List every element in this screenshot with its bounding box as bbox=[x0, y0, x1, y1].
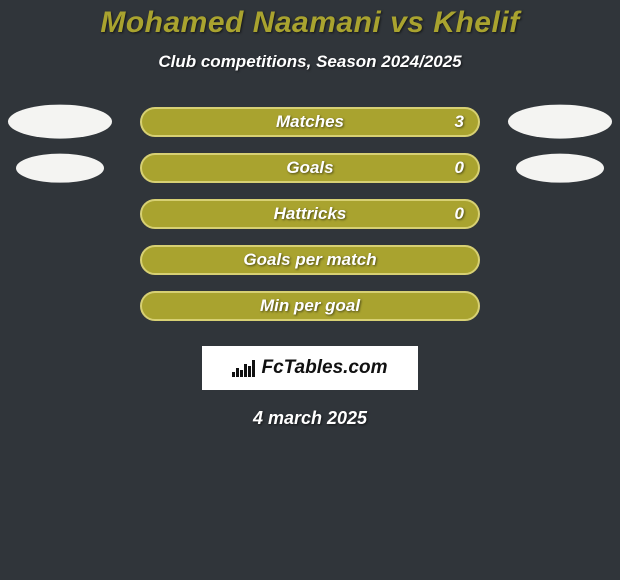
stat-bar: Goals 0 bbox=[140, 153, 480, 183]
date-label: 4 march 2025 bbox=[0, 408, 620, 429]
stat-bar: Hattricks 0 bbox=[140, 199, 480, 229]
stat-value: 0 bbox=[455, 204, 464, 224]
player-right-oval bbox=[516, 154, 604, 183]
player-right-oval bbox=[508, 105, 612, 139]
player-left-oval bbox=[8, 105, 112, 139]
logo-text: FcTables.com bbox=[261, 357, 387, 379]
stat-rows: Matches 3 Goals 0 Hattricks 0 Goals per match M… bbox=[0, 102, 620, 332]
page-title: Mohamed Naamani vs Khelif bbox=[0, 0, 620, 40]
bar-chart-icon bbox=[232, 359, 255, 377]
stat-label: Matches bbox=[276, 112, 344, 132]
stat-value: 3 bbox=[455, 112, 464, 132]
stat-bar: Goals per match bbox=[140, 245, 480, 275]
stat-label: Hattricks bbox=[274, 204, 347, 224]
player-left-oval bbox=[16, 154, 104, 183]
stat-label: Goals bbox=[286, 158, 333, 178]
stat-row: Matches 3 bbox=[0, 102, 620, 148]
stat-bar: Min per goal bbox=[140, 291, 480, 321]
stat-value: 0 bbox=[455, 158, 464, 178]
stat-bar: Matches 3 bbox=[140, 107, 480, 137]
stat-label: Min per goal bbox=[260, 296, 360, 316]
page-subtitle: Club competitions, Season 2024/2025 bbox=[0, 52, 620, 72]
comparison-infographic: Mohamed Naamani vs Khelif Club competiti… bbox=[0, 0, 620, 580]
stat-row: Goals 0 bbox=[0, 148, 620, 194]
stat-label: Goals per match bbox=[243, 250, 376, 270]
stat-row: Hattricks 0 bbox=[0, 194, 620, 240]
source-logo: FcTables.com bbox=[202, 346, 418, 390]
stat-row: Min per goal bbox=[0, 286, 620, 332]
stat-row: Goals per match bbox=[0, 240, 620, 286]
